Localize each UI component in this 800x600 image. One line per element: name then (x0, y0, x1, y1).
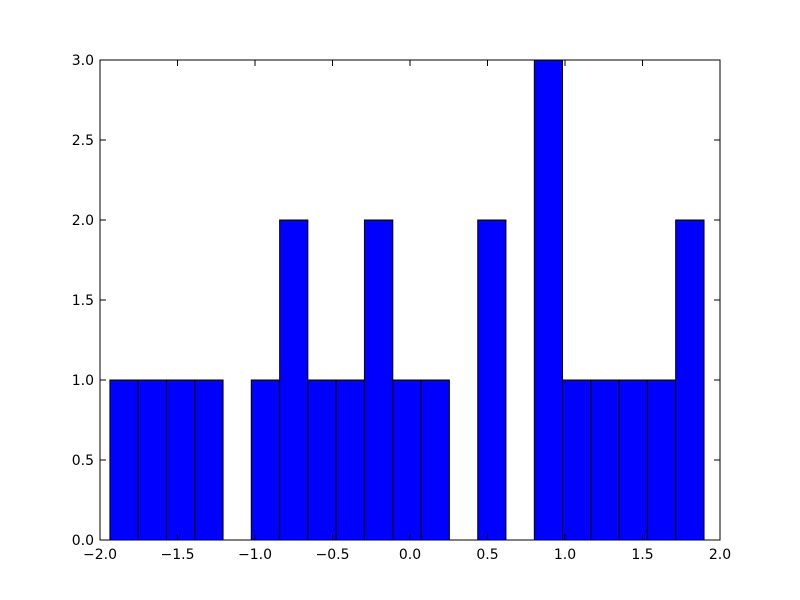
y-tick-label: 3.0 (72, 53, 94, 69)
bar (335, 379, 365, 541)
x-tick-label: 0.0 (399, 547, 421, 563)
x-tick-label: 0.5 (476, 547, 498, 563)
y-tick-label: 0.5 (72, 453, 94, 469)
bar (618, 379, 648, 541)
y-tick-label: 2.5 (72, 133, 94, 149)
x-tick-label: −1.5 (161, 547, 195, 563)
y-tick-label: 2.0 (72, 213, 94, 229)
bar (533, 59, 564, 541)
bar (562, 379, 592, 541)
bar (363, 219, 394, 541)
x-tick-label: 1.5 (631, 547, 653, 563)
bar (477, 219, 507, 541)
bar (307, 379, 337, 541)
bar (420, 379, 450, 541)
bar (279, 219, 309, 541)
x-tick-label: −2.0 (83, 547, 117, 563)
bar (675, 219, 705, 541)
bar (165, 379, 196, 541)
bar (392, 379, 422, 541)
x-tick-label: 1.0 (554, 547, 576, 563)
bar (250, 379, 281, 541)
y-tick-label: 1.0 (72, 373, 94, 389)
bar (646, 379, 677, 541)
bar (194, 379, 224, 541)
x-tick-label: −1.0 (238, 547, 272, 563)
bar (590, 379, 620, 541)
bar (137, 379, 167, 541)
y-tick-label: 0.0 (72, 533, 94, 549)
y-tick-label: 1.5 (72, 293, 94, 309)
x-tick-label: 2.0 (709, 547, 731, 563)
bar (109, 379, 139, 541)
x-tick-label: −0.5 (316, 547, 350, 563)
